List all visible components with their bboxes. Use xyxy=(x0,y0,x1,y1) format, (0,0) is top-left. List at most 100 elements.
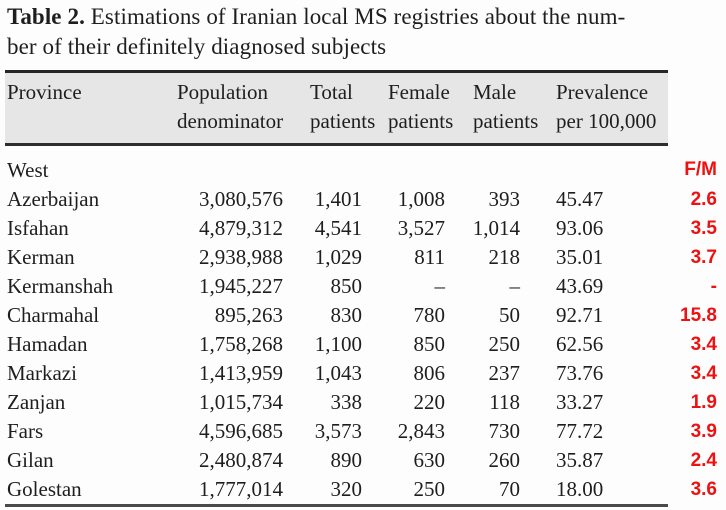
cell-population: 4,879,312 xyxy=(199,216,283,240)
cell-province: Golestan xyxy=(5,475,177,507)
cell-female-patients: 220 xyxy=(413,390,446,414)
cell-province: Charmahal xyxy=(7,303,100,327)
cell-female-patients: – xyxy=(434,274,446,298)
cell-male-patients: 218 xyxy=(488,245,521,269)
cell-total-patients: 4,541 xyxy=(314,216,362,240)
caption-line-1: Table 2. Estimations of Iranian local MS… xyxy=(7,2,722,32)
cell-fm-annotation: 15.8 xyxy=(680,305,717,326)
cell-population: 1,413,959 xyxy=(199,361,283,385)
cell-prevalence: 92.71 xyxy=(556,303,604,327)
cell-female-patients: 2,843 xyxy=(397,419,445,443)
header-fm-spacer xyxy=(668,72,722,145)
cell-population: 2,938,988 xyxy=(199,245,283,269)
cell-prevalence: 35.87 xyxy=(556,448,604,472)
cell-male-patients xyxy=(450,145,525,186)
cell-prevalence: 77.72 xyxy=(556,419,604,443)
header-total-patients: Total patients xyxy=(288,70,375,146)
cell-prevalence: 35.01 xyxy=(556,245,604,269)
cell-population: 1,015,734 xyxy=(199,390,283,414)
cell-province: Kermanshah xyxy=(7,274,114,298)
cell-male-patients: 118 xyxy=(489,390,520,414)
cell-total-patients: 1,043 xyxy=(314,361,362,385)
table-row: Zanjan 1,015,734 338 220 118 33.27 1.9 xyxy=(5,388,722,417)
cell-population: 3,080,576 xyxy=(199,187,283,211)
cell-population: 4,596,685 xyxy=(199,419,283,443)
cell-population: 1,758,268 xyxy=(199,332,283,356)
cell-fm-annotation: 3.6 xyxy=(690,479,717,500)
cell-total-patients: 830 xyxy=(330,303,363,327)
cell-fm-annotation: 3.4 xyxy=(690,363,717,384)
cell-female-patients: 630 xyxy=(413,448,446,472)
cell-fm-annotation: 2.4 xyxy=(690,450,717,471)
cell-male-patients: 260 xyxy=(488,448,521,472)
cell-fm-annotation: 2.6 xyxy=(690,189,717,210)
cell-female-patients: 811 xyxy=(414,245,445,269)
header-female-patients: Female patients xyxy=(367,70,453,146)
header-province: Province xyxy=(5,70,177,146)
cell-female-patients: 3,527 xyxy=(397,216,445,240)
cell-total-patients: 1,401 xyxy=(314,187,362,211)
cell-population: 2,480,874 xyxy=(199,448,283,472)
cell-province: Hamadan xyxy=(7,332,88,356)
cell-total-patients: 850 xyxy=(330,274,363,298)
cell-prevalence: 33.27 xyxy=(556,390,604,414)
header-male-patients: Male patients xyxy=(450,70,538,146)
table-row: Fars 4,596,685 3,573 2,843 730 77.72 3.9 xyxy=(5,417,722,446)
cell-fm-annotation: 3.4 xyxy=(690,334,717,355)
header-population-denominator: Population denominator xyxy=(177,70,288,146)
cell-prevalence: 73.76 xyxy=(556,361,604,385)
cell-male-patients: 70 xyxy=(450,475,525,507)
cell-province: West xyxy=(7,158,49,182)
table-row: Isfahan 4,879,312 4,541 3,527 1,014 93.0… xyxy=(5,214,722,243)
cell-male-patients: 1,014 xyxy=(472,216,520,240)
cell-prevalence: 62.56 xyxy=(556,332,604,356)
cell-male-patients: 250 xyxy=(488,332,521,356)
cell-total-patients: 1,029 xyxy=(314,245,362,269)
cell-male-patients: 50 xyxy=(499,303,520,327)
cell-male-patients: – xyxy=(509,274,521,298)
cell-total-patients: 338 xyxy=(330,390,363,414)
caption-label: Table 2. xyxy=(7,4,85,29)
cell-prevalence xyxy=(525,145,668,186)
cell-population xyxy=(177,145,288,186)
cell-fm-annotation: - xyxy=(710,276,717,297)
cell-female-patients: 780 xyxy=(413,303,446,327)
cell-province: Fars xyxy=(7,419,44,443)
cell-prevalence: 43.69 xyxy=(556,274,604,298)
header-row: Province Population denominator Total pa… xyxy=(5,70,722,146)
caption-line-2: ber of their definitely diagnosed subjec… xyxy=(7,34,387,59)
cell-fm-annotation: 3.7 xyxy=(690,247,717,268)
cell-province: Kerman xyxy=(7,245,75,269)
table-caption: Table 2. Estimations of Iranian local MS… xyxy=(7,2,722,62)
table-row: Gilan 2,480,874 890 630 260 35.87 2.4 xyxy=(5,446,722,475)
table-row: Markazi 1,413,959 1,043 806 237 73.76 3.… xyxy=(5,359,722,388)
cell-female-patients: 250 xyxy=(367,475,450,507)
cell-prevalence: 45.47 xyxy=(556,187,604,211)
cell-female-patients: 806 xyxy=(413,361,446,385)
cell-total-patients: 320 xyxy=(288,475,367,507)
cell-total-patients: 1,100 xyxy=(314,332,362,356)
table-row: Golestan 1,777,014 320 250 70 18.00 3.6 xyxy=(5,475,722,507)
cell-total-patients: 3,573 xyxy=(314,419,362,443)
cell-fm-annotation: 1.9 xyxy=(690,392,717,413)
cell-population: 895,263 xyxy=(214,303,283,327)
cell-fm-annotation: 3.5 xyxy=(690,218,717,239)
table-body: West F/M Azerbaijan 3,080,576 1,401 1,00… xyxy=(5,145,722,507)
cell-total-patients xyxy=(288,145,367,186)
cell-province: Markazi xyxy=(7,361,77,385)
cell-male-patients: 237 xyxy=(488,361,521,385)
cell-province: Zanjan xyxy=(7,390,66,414)
cell-province: Isfahan xyxy=(7,216,69,240)
caption-text: Estimations of Iranian local MS registri… xyxy=(84,4,626,29)
cell-male-patients: 730 xyxy=(488,419,521,443)
header-prevalence: Prevalence per 100,000 xyxy=(525,70,668,146)
cell-population: 1,777,014 xyxy=(177,475,288,507)
cell-prevalence: 18.00 xyxy=(525,475,668,507)
cell-total-patients: 890 xyxy=(330,448,363,472)
cell-male-patients: 393 xyxy=(488,187,521,211)
table-row: Kerman 2,938,988 1,029 811 218 35.01 3.7 xyxy=(5,243,722,272)
cell-fm-annotation: 3.9 xyxy=(690,421,717,442)
cell-fm-annotation: F/M xyxy=(684,158,717,180)
table-row: Charmahal 895,263 830 780 50 92.71 15.8 xyxy=(5,301,722,330)
